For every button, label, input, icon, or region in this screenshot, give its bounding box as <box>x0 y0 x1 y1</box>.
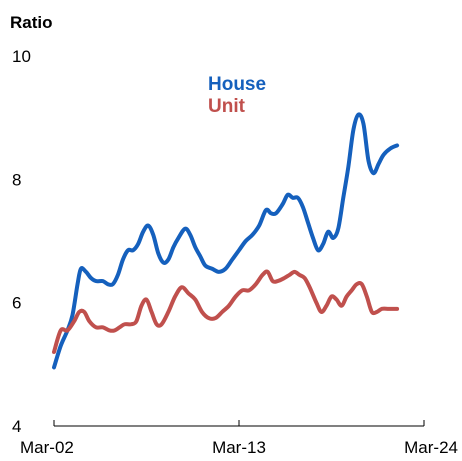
legend-entry-unit: Unit <box>208 96 246 117</box>
x-tick-label: Mar-02 <box>20 438 74 457</box>
series-line-unit <box>52 269 400 354</box>
series-lines <box>52 112 400 370</box>
y-tick-labels: 4 6 8 10 <box>12 47 31 436</box>
y-tick-label: 8 <box>12 170 21 189</box>
y-axis-title: Ratio <box>10 13 53 32</box>
x-tick-label: Mar-13 <box>212 438 266 457</box>
series-line-house <box>52 112 400 370</box>
y-tick-label: 10 <box>12 47 31 66</box>
x-axis: Mar-02 Mar-13 Mar-24 <box>20 420 458 457</box>
y-tick-label: 6 <box>12 294 21 313</box>
legend-entry-house: House <box>208 74 266 95</box>
y-tick-label: 4 <box>12 417 21 436</box>
x-tick-label: Mar-24 <box>404 438 458 457</box>
